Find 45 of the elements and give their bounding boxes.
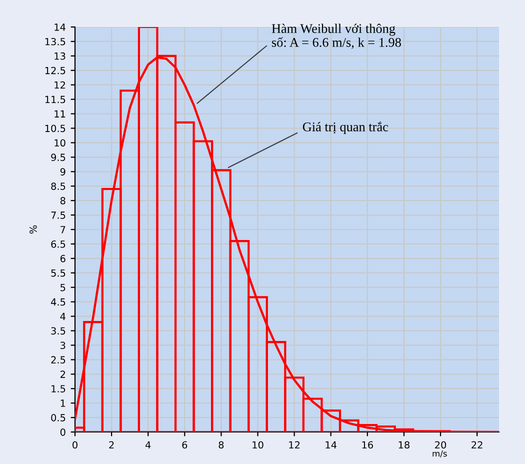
annotation: Giá trị quan trắc	[302, 122, 388, 134]
y-tick-label: 10	[54, 139, 66, 147]
x-tick-label: 10	[252, 441, 264, 449]
x-tick-label: 2	[109, 441, 114, 448]
y-tick-label: 2.5	[51, 356, 66, 364]
y-tick-label: 6.5	[51, 240, 66, 248]
y-tick-label: 7	[60, 226, 66, 234]
y-tick-label: 11.5	[45, 96, 66, 104]
x-tick-label: 18	[398, 441, 410, 449]
y-tick-label: 8	[60, 197, 66, 204]
x-tick-label: 14	[326, 441, 336, 448]
x-tick-label: 8	[218, 441, 224, 449]
x-tick-label: 20	[435, 441, 446, 449]
y-tick-label: 4.5	[50, 298, 66, 306]
x-tick-label: 0	[72, 441, 78, 449]
y-tick-label: 7.5	[51, 212, 66, 219]
y-tick-label: 1	[60, 400, 66, 407]
y-tick-label: 0.5	[51, 414, 66, 422]
y-tick-label: 4	[60, 312, 66, 320]
x-tick-label: 12	[289, 441, 300, 448]
y-tick-label: 13.5	[45, 38, 66, 46]
y-tick-label: 11	[54, 110, 66, 118]
y-tick-label: 12	[54, 81, 65, 89]
y-tick-label: 8.5	[51, 182, 66, 190]
y-tick-label: 3.5	[51, 327, 66, 335]
y-tick-label: 6	[60, 254, 66, 262]
y-tick-label: 13	[54, 52, 66, 60]
x-axis-title: m/s	[432, 450, 447, 458]
annotation: Hàm Weibull với thông số: A = 6.6 m/s, k = 1.98	[272, 24, 401, 49]
x-tick-label: 4	[145, 441, 151, 448]
y-tick-label: 5	[60, 284, 66, 292]
y-tick-label: 0	[60, 428, 66, 436]
y-tick-label: 12.5	[45, 66, 66, 74]
y-tick-label: 9.5	[51, 154, 66, 162]
x-tick-label: 6	[182, 441, 188, 449]
y-tick-label: 9	[60, 168, 66, 176]
x-tick-label: 16	[362, 441, 373, 449]
y-tick-label: 2	[60, 370, 65, 378]
y-tick-label: 10.5	[45, 124, 66, 132]
y-tick-label: 3	[60, 342, 66, 350]
y-tick-label: 5.5	[51, 270, 66, 277]
y-tick-label: 14	[54, 24, 66, 31]
y-tick-label: 1.5	[52, 385, 66, 392]
y-axis-title: %	[30, 225, 37, 234]
x-tick-label: 22	[472, 441, 482, 448]
